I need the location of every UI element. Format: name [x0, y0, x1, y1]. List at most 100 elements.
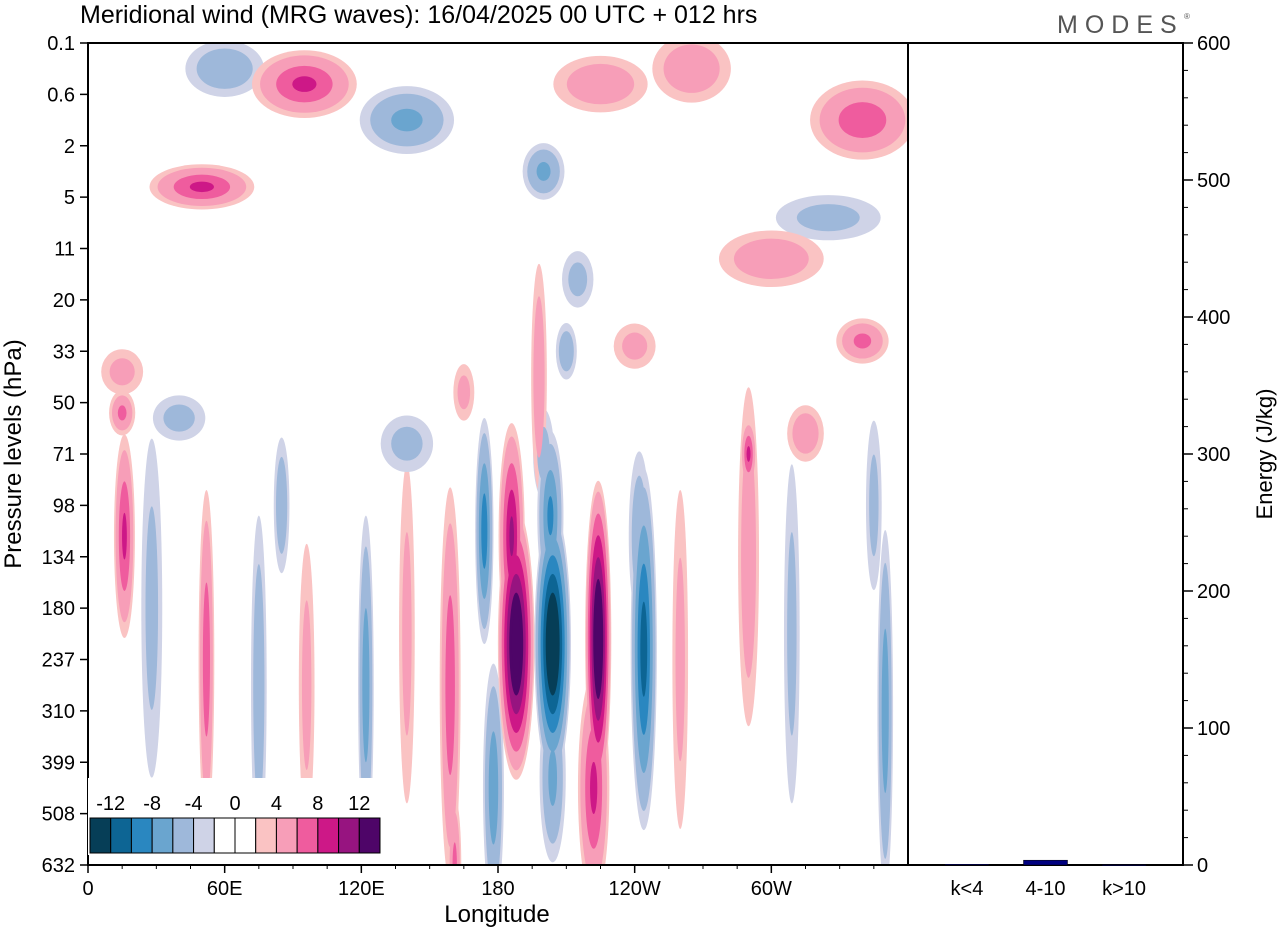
energy-tick-label: 400 — [1197, 307, 1230, 329]
contour-region — [595, 600, 602, 678]
energy-panel — [907, 42, 1184, 866]
contour-region — [838, 102, 887, 139]
contour-region — [391, 426, 423, 461]
longitude-axis: 0 60E 120E 180 120W 60W — [82, 865, 875, 900]
colorbar-swatch — [338, 817, 360, 854]
colorbar-label: -12 — [96, 793, 125, 815]
pressure-tick-label: 632 — [42, 855, 75, 877]
contour-region — [457, 375, 471, 410]
longitude-tick-label: 120W — [609, 878, 661, 900]
contour-region — [536, 162, 551, 181]
pressure-tick-label: 134 — [42, 547, 75, 569]
contour-region — [733, 238, 809, 279]
contour-region — [568, 262, 588, 297]
contour-region — [481, 493, 488, 569]
longitude-tick-label: 60W — [751, 878, 792, 900]
contour-region — [663, 44, 720, 93]
energy-category-label: k>10 — [1102, 878, 1146, 900]
pressure-tick-label: 11 — [54, 239, 75, 261]
contour-region — [869, 454, 879, 557]
contour-region — [509, 516, 514, 557]
brand-registered-mark: ® — [1184, 12, 1190, 21]
energy-tick-label: 0 — [1197, 855, 1208, 877]
colorbar-label: -8 — [143, 793, 161, 815]
colorbar: -12 -8 -4 0 4 8 12 — [88, 778, 382, 855]
contour-region — [196, 48, 253, 89]
colorbar-swatch — [172, 817, 195, 854]
energy-bar — [1101, 864, 1147, 866]
contour-region — [511, 611, 521, 677]
pressure-tick-label: 20 — [53, 290, 75, 312]
colorbar-label: 8 — [312, 793, 323, 815]
pressure-tick-label: 33 — [53, 341, 75, 363]
contour-region — [548, 749, 558, 806]
contour-region — [741, 435, 757, 678]
contour-region — [675, 557, 685, 762]
colorbar-swatch — [255, 817, 277, 854]
contour-region — [853, 333, 872, 349]
contour-region — [202, 582, 211, 737]
energy-tick-label: 100 — [1197, 718, 1230, 740]
contour-region — [109, 358, 135, 386]
energy-tick-label: 600 — [1197, 33, 1230, 55]
longitude-tick-label: 120E — [338, 878, 385, 900]
colorbar-label: 0 — [229, 793, 240, 815]
contour-region — [253, 564, 265, 807]
pressure-tick-label: 237 — [42, 650, 75, 672]
contour-region — [746, 446, 751, 462]
colorbar-swatch — [130, 817, 153, 854]
chart-title: Meridional wind (MRG waves): 16/04/2025 … — [80, 1, 757, 29]
contour-region — [558, 331, 574, 372]
contour-region — [787, 532, 797, 736]
colorbar-swatch — [193, 817, 215, 854]
wind-contour-field — [101, 43, 908, 865]
colorbar-swatch — [234, 817, 257, 854]
contour-region — [792, 413, 819, 454]
energy-category-label: k<4 — [951, 878, 984, 900]
energy-bar — [1023, 859, 1068, 866]
pressure-tick-label: 508 — [42, 804, 75, 826]
energy-axis-label: Energy (J/kg) — [1252, 389, 1277, 520]
pressure-tick-label: 180 — [42, 598, 75, 620]
colorbar-swatch — [358, 817, 381, 854]
longitude-tick-label: 180 — [481, 878, 514, 900]
contour-region — [566, 63, 635, 105]
energy-tick-label: 200 — [1197, 581, 1230, 603]
contour-region — [488, 731, 499, 845]
contour-region — [640, 601, 648, 697]
contour-region — [445, 595, 455, 776]
pressure-tick-label: 98 — [53, 495, 75, 517]
energy-bar — [944, 864, 990, 866]
contour-region — [163, 404, 195, 432]
colorbar-swatch — [110, 817, 132, 854]
longitude-tick-label: 0 — [82, 878, 93, 900]
brand-logo: MODES — [1057, 11, 1184, 39]
contour-region — [391, 108, 423, 132]
colorbar-swatch — [89, 817, 112, 854]
contour-region — [117, 405, 127, 421]
pressure-tick-label: 5 — [64, 187, 75, 209]
contour-region — [301, 600, 312, 770]
contour-region — [547, 496, 554, 536]
energy-bars: k<4 4-10 k>10 — [944, 859, 1147, 900]
longitude-axis-label: Longitude — [444, 901, 549, 928]
contour-region — [145, 506, 159, 710]
pressure-tick-label: 0.6 — [47, 84, 75, 106]
pressure-tick-label: 399 — [42, 752, 75, 774]
pressure-tick-label: 310 — [42, 701, 75, 723]
energy-tick-label: 500 — [1197, 170, 1230, 192]
colorbar-swatch — [317, 817, 340, 854]
contour-region — [533, 296, 545, 458]
energy-axis: 0 100 200 300 400 500 600 — [1183, 33, 1230, 877]
pressure-axis-label: Pressure levels (hPa) — [0, 339, 27, 568]
contour-region — [362, 608, 370, 763]
pressure-tick-label: 50 — [53, 393, 75, 415]
contour-region — [292, 76, 317, 92]
longitude-tick-label: 60E — [207, 878, 243, 900]
contour-region — [796, 204, 860, 232]
contour-region — [881, 628, 889, 794]
contour-region — [590, 761, 598, 815]
colorbar-label: -4 — [185, 793, 203, 815]
energy-tick-label: 300 — [1197, 444, 1230, 466]
